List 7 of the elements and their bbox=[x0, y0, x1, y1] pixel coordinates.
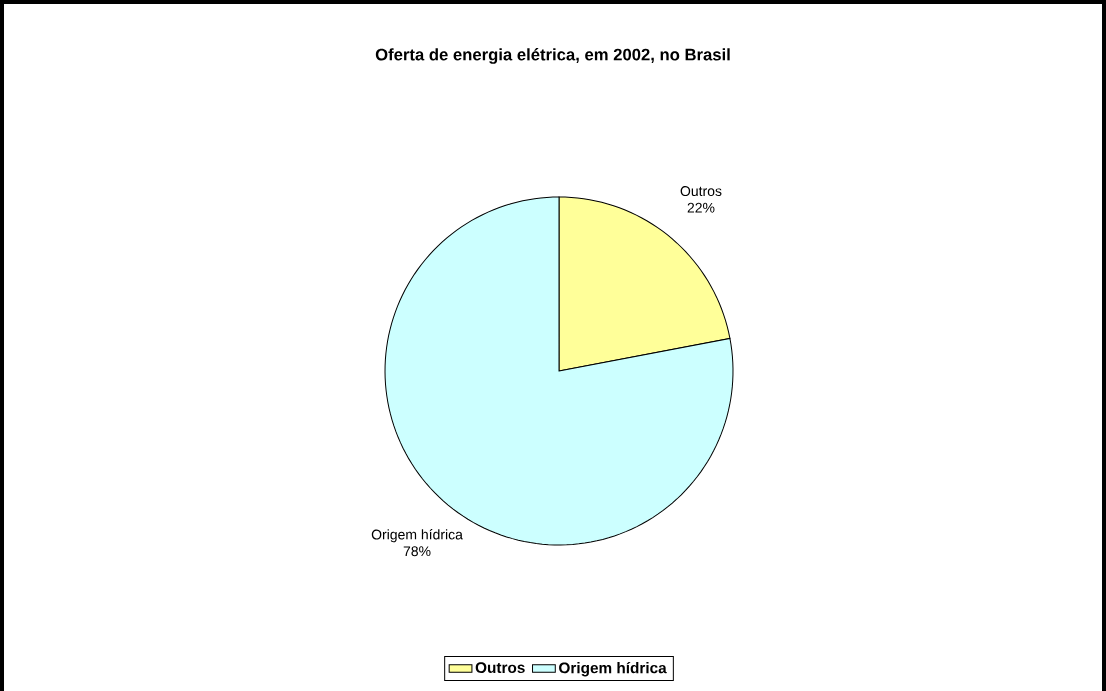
legend-label: Outros bbox=[475, 662, 525, 674]
data-label: 78% bbox=[403, 546, 431, 557]
slice-label: Origem hídrica bbox=[371, 529, 463, 543]
chart-title: Oferta de energia elétrica, em 2002, no Brasil bbox=[375, 48, 730, 64]
slice-label: Outros bbox=[680, 186, 722, 197]
data-label: 22% bbox=[687, 202, 715, 213]
legend-label: Origem hídrica bbox=[559, 661, 667, 677]
